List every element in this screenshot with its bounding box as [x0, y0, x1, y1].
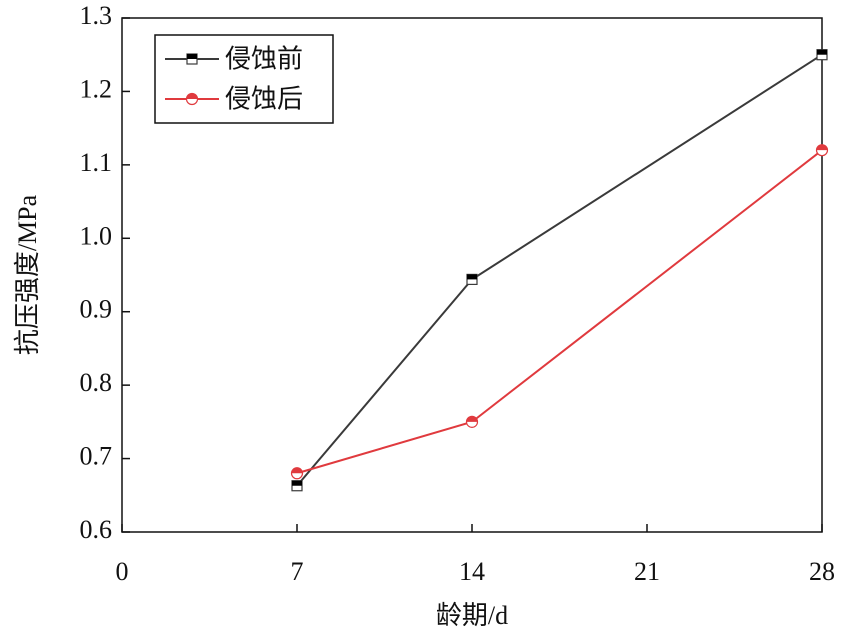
y-tick-label: 0.8: [80, 368, 113, 397]
y-tick-label: 0.9: [80, 295, 113, 324]
data-point: [816, 49, 828, 61]
marker-fill: [186, 93, 198, 99]
y-tick-label: 1.3: [80, 1, 113, 30]
legend-marker: [185, 92, 199, 106]
x-tick-label: 28: [809, 557, 835, 586]
x-tick-label: 0: [116, 557, 129, 586]
y-tick-label: 0.7: [80, 442, 113, 471]
marker-fill: [817, 49, 827, 55]
marker-fill: [291, 467, 303, 474]
y-tick-label: 1.0: [80, 221, 113, 250]
legend-box: [154, 34, 334, 124]
data-point: [466, 273, 478, 286]
legend-label: 侵蚀后: [225, 85, 303, 115]
x-tick-label: 7: [291, 557, 304, 586]
x-tick-label: 14: [459, 557, 485, 586]
y-axis-label: 抗压强度/MPa: [13, 194, 42, 355]
legend-label: 侵蚀前: [225, 45, 303, 75]
x-tick-label: 21: [634, 557, 660, 586]
y-tick-label: 1.1: [80, 148, 113, 177]
data-point: [291, 480, 303, 492]
data-point: [465, 415, 479, 428]
legend-marker: [186, 53, 198, 65]
marker-fill: [187, 54, 197, 59]
x-axis-label: 龄期/d: [436, 601, 508, 630]
marker-fill: [467, 274, 477, 280]
y-tick-label: 1.2: [80, 74, 113, 103]
marker-fill: [466, 416, 478, 422]
data-point: [815, 144, 829, 157]
marker-fill: [292, 480, 302, 486]
data-point: [290, 467, 304, 480]
marker-fill: [816, 144, 828, 151]
series-line: [296, 149, 823, 475]
y-tick-label: 0.6: [80, 515, 113, 544]
series-line: [296, 53, 823, 487]
